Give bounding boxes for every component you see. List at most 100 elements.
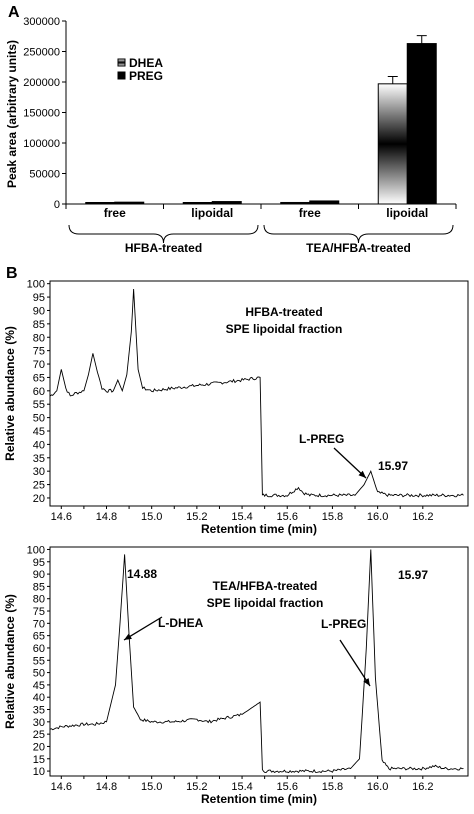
plot-frame [49, 280, 469, 507]
y-tick-label: 20 [33, 493, 45, 505]
x-tick-label: 14.8 [96, 781, 117, 793]
group-label: TEA/HFBA-treated [306, 241, 411, 255]
y-tick-label: 50000 [29, 169, 60, 181]
legend-label-dhea: DHEA [129, 56, 163, 70]
trace-line [49, 549, 464, 774]
bar-chart-panel-a: 0 50000 100000 150000 200000 250000 300000 fre… [5, 16, 457, 255]
y-tick-label: 35 [33, 705, 45, 717]
y-tick-label: 250000 [23, 47, 60, 59]
x-tick-label: 16.2 [412, 781, 433, 793]
y-tick-label: 60 [33, 386, 45, 398]
y-tick-label: 95 [33, 292, 45, 304]
x-category-label: lipoidal [191, 206, 233, 220]
x-tick-label: 14.6 [51, 511, 72, 523]
y-tick-label: 300000 [23, 16, 60, 28]
x-tick-label: 15.6 [277, 511, 298, 523]
y-tick-label: 45 [33, 680, 45, 692]
y-tick-label: 90 [33, 569, 45, 581]
y-tick-label: 45 [33, 426, 45, 438]
legend-label-preg: PREG [129, 69, 163, 83]
chart-title: HFBA-treated [245, 305, 322, 319]
trace-line [49, 288, 464, 498]
bar-preg [406, 43, 437, 205]
x-tick-label: 15.4 [231, 511, 252, 523]
y-tick-label: 50 [33, 668, 45, 680]
y-tick-label: 15 [33, 754, 45, 766]
annotation-arrow [339, 639, 371, 687]
y-tick-label: 20 [33, 741, 45, 753]
x-tick-label: 14.8 [96, 511, 117, 523]
y-tick-label: 65 [33, 372, 45, 384]
y-tick-label: 25 [33, 480, 45, 492]
x-tick-label: 15.8 [322, 781, 343, 793]
y-tick-label: 85 [33, 319, 45, 331]
legend-swatch-preg [117, 71, 126, 80]
x-axis-label: Retention time (min) [201, 522, 317, 536]
x-tick-label: 15.0 [141, 781, 162, 793]
y-axis-label: Relative abundance (%) [3, 326, 17, 461]
x-tick-label: 15.2 [186, 781, 207, 793]
y-tick-label: 80 [33, 594, 45, 606]
legend-swatch-dhea [117, 58, 126, 67]
panel-a-label: A [8, 4, 20, 21]
y-tick-label: 55 [33, 655, 45, 667]
y-tick-label: 0 [54, 199, 60, 211]
annotation-label: 15.97 [398, 568, 428, 582]
y-tick-label: 75 [33, 346, 45, 358]
x-tick-label: 14.6 [51, 781, 72, 793]
y-tick-label: 60 [33, 643, 45, 655]
y-tick-label: 30 [33, 466, 45, 478]
x-tick-label: 15.2 [186, 511, 207, 523]
y-tick-label: 30 [33, 717, 45, 729]
y-axis-label: Peak area (arbitrary units) [5, 40, 19, 188]
group-brace [68, 224, 259, 244]
chart-subtitle: SPE lipoidal fraction [207, 596, 324, 610]
x-axis-label: Retention time (min) [201, 792, 317, 806]
y-tick-label: 55 [33, 399, 45, 411]
x-tick-label: 15.6 [277, 781, 298, 793]
annotation-label: L-PREG [299, 432, 344, 446]
y-tick-label: 90 [33, 305, 45, 317]
plot-frame [49, 546, 469, 777]
y-tick-label: 65 [33, 631, 45, 643]
y-tick-label: 75 [33, 606, 45, 618]
group-brace [263, 224, 454, 244]
y-tick-label: 85 [33, 581, 45, 593]
y-tick-label: 80 [33, 332, 45, 344]
bar-dhea [377, 83, 408, 205]
y-tick-label: 100000 [23, 138, 60, 150]
arrow-head [124, 633, 132, 640]
bars [85, 35, 437, 205]
x-tick-label: 15.8 [322, 511, 343, 523]
group-braces: HFBA-treated TEA/HFBA-treated [68, 224, 454, 255]
annotation-label: 14.88 [127, 567, 157, 581]
x-tick-label: 15.0 [141, 511, 162, 523]
annotation-arrow [123, 616, 163, 641]
y-axis-label: Relative abundance (%) [3, 594, 17, 729]
panel-b-label: B [6, 265, 18, 282]
x-axis-ticks: free lipoidal free lipoidal [65, 204, 457, 220]
chart-title: TEA/HFBA-treated [213, 579, 318, 593]
y-tick-label: 100 [27, 544, 45, 556]
y-tick-label: 100 [27, 279, 45, 291]
y-tick-label: 10 [33, 766, 45, 778]
y-tick-label: 40 [33, 439, 45, 451]
x-tick-label: 15.4 [231, 781, 252, 793]
x-category-label: free [299, 206, 321, 220]
y-tick-label: 35 [33, 453, 45, 465]
y-tick-label: 70 [33, 359, 45, 371]
x-tick-label: 16.0 [367, 511, 388, 523]
annotation-label: L-PREG [321, 617, 366, 631]
y-tick-label: 25 [33, 729, 45, 741]
y-tick-label: 150000 [23, 108, 60, 120]
group-label: HFBA-treated [125, 241, 202, 255]
arrow-head [363, 678, 370, 686]
x-tick-label: 16.0 [367, 781, 388, 793]
arrow-head [358, 470, 366, 478]
y-tick-label: 50 [33, 413, 45, 425]
y-tick-label: 95 [33, 557, 45, 569]
y-axis-ticks: 0 50000 100000 150000 200000 250000 300000 [23, 16, 66, 211]
